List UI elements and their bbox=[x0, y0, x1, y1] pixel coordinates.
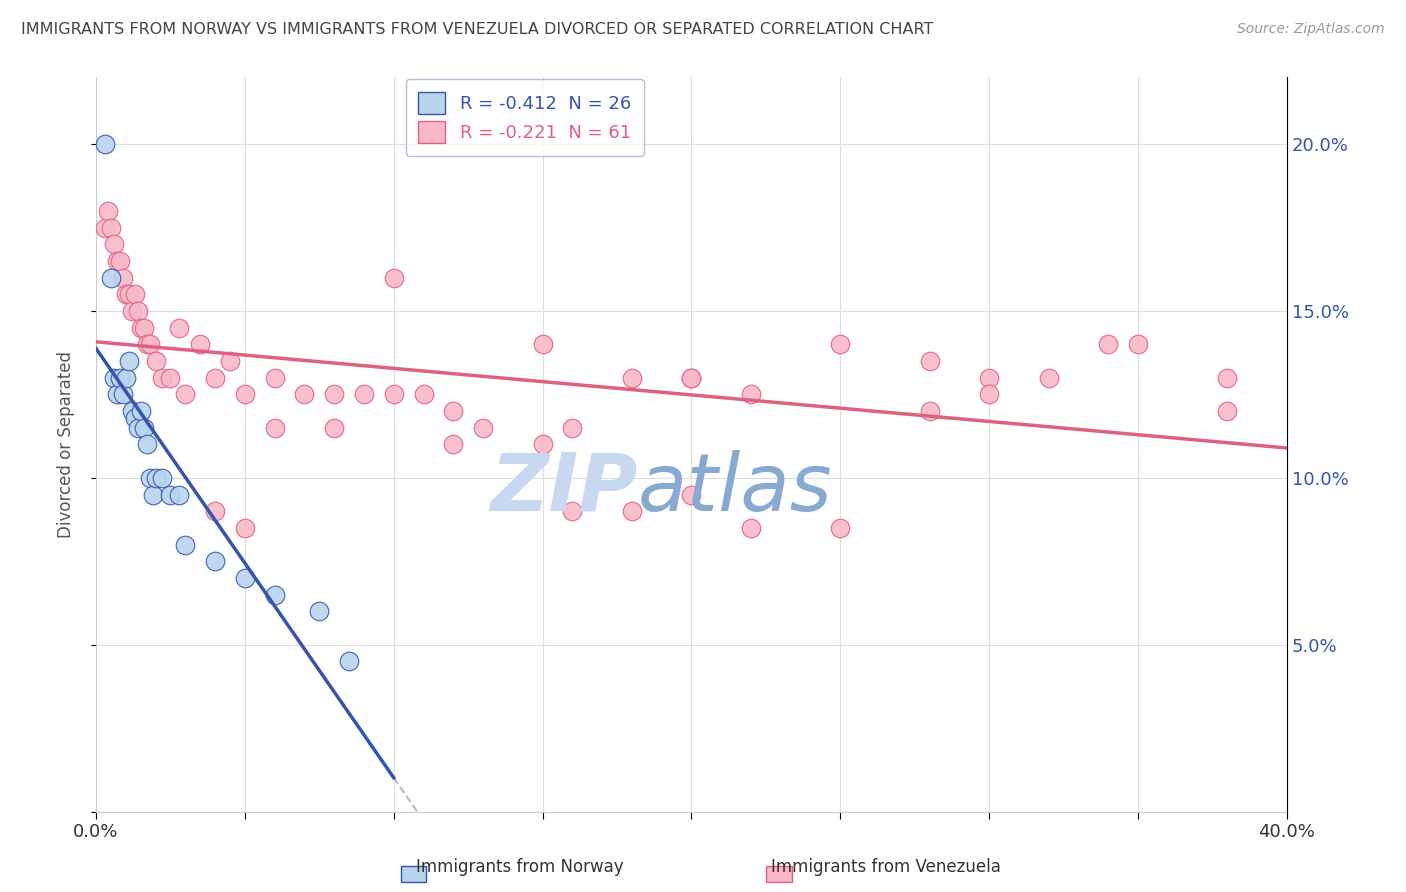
Point bbox=[100, 270, 122, 285]
Point bbox=[441, 404, 464, 418]
Point bbox=[561, 504, 583, 518]
Point bbox=[114, 370, 136, 384]
Point bbox=[135, 337, 157, 351]
Point bbox=[681, 370, 703, 384]
Point bbox=[830, 337, 852, 351]
Point bbox=[233, 571, 256, 585]
Point bbox=[129, 320, 152, 334]
Point bbox=[979, 370, 1001, 384]
Text: IMMIGRANTS FROM NORWAY VS IMMIGRANTS FROM VENEZUELA DIVORCED OR SEPARATED CORREL: IMMIGRANTS FROM NORWAY VS IMMIGRANTS FRO… bbox=[21, 22, 934, 37]
Point bbox=[94, 220, 117, 235]
Point bbox=[561, 421, 583, 435]
Point bbox=[382, 387, 405, 401]
Point bbox=[124, 410, 146, 425]
Point bbox=[169, 487, 191, 501]
Point bbox=[103, 370, 125, 384]
Point bbox=[353, 387, 375, 401]
Point bbox=[108, 370, 131, 384]
Point bbox=[127, 421, 149, 435]
Point bbox=[97, 203, 120, 218]
Point bbox=[263, 588, 285, 602]
Point bbox=[108, 254, 131, 268]
Point bbox=[114, 287, 136, 301]
Point bbox=[323, 421, 346, 435]
Point bbox=[412, 387, 434, 401]
Point bbox=[103, 237, 125, 252]
Text: Immigrants from Norway: Immigrants from Norway bbox=[416, 858, 624, 876]
Point bbox=[135, 437, 157, 451]
Point bbox=[1216, 404, 1239, 418]
Point bbox=[138, 337, 160, 351]
Point bbox=[174, 387, 197, 401]
Point bbox=[263, 370, 285, 384]
Point bbox=[124, 287, 146, 301]
Point bbox=[681, 487, 703, 501]
Point bbox=[204, 370, 226, 384]
Point bbox=[129, 404, 152, 418]
Point bbox=[620, 504, 643, 518]
Point bbox=[169, 320, 191, 334]
Point bbox=[337, 654, 360, 668]
Point bbox=[531, 437, 554, 451]
Text: Immigrants from Venezuela: Immigrants from Venezuela bbox=[770, 858, 1001, 876]
Point bbox=[127, 304, 149, 318]
Point bbox=[918, 354, 941, 368]
Point bbox=[918, 404, 941, 418]
Point bbox=[233, 387, 256, 401]
Point bbox=[159, 370, 181, 384]
Point bbox=[105, 387, 128, 401]
Point bbox=[740, 387, 762, 401]
Text: Source: ZipAtlas.com: Source: ZipAtlas.com bbox=[1237, 22, 1385, 37]
Point bbox=[620, 370, 643, 384]
Text: ZIP: ZIP bbox=[491, 450, 638, 527]
Point bbox=[138, 471, 160, 485]
Point bbox=[118, 287, 141, 301]
Point bbox=[308, 604, 330, 618]
Legend: R = -0.412  N = 26, R = -0.221  N = 61: R = -0.412 N = 26, R = -0.221 N = 61 bbox=[406, 79, 644, 156]
Point bbox=[1216, 370, 1239, 384]
Point bbox=[531, 337, 554, 351]
Point bbox=[118, 354, 141, 368]
Point bbox=[323, 387, 346, 401]
Point bbox=[100, 220, 122, 235]
Point bbox=[132, 421, 155, 435]
Point bbox=[159, 487, 181, 501]
Point bbox=[1097, 337, 1119, 351]
Text: atlas: atlas bbox=[638, 450, 832, 527]
Y-axis label: Divorced or Separated: Divorced or Separated bbox=[58, 351, 75, 538]
Point bbox=[979, 387, 1001, 401]
Point bbox=[472, 421, 495, 435]
Point bbox=[121, 304, 143, 318]
Point bbox=[150, 471, 173, 485]
Point bbox=[111, 270, 134, 285]
Point bbox=[121, 404, 143, 418]
Point bbox=[111, 387, 134, 401]
Point bbox=[174, 538, 197, 552]
Point bbox=[740, 521, 762, 535]
Point bbox=[830, 521, 852, 535]
Point bbox=[263, 421, 285, 435]
Point bbox=[1038, 370, 1060, 384]
Point bbox=[145, 354, 167, 368]
Point bbox=[681, 370, 703, 384]
Point bbox=[142, 487, 165, 501]
Point bbox=[233, 521, 256, 535]
Point bbox=[219, 354, 242, 368]
Point bbox=[204, 554, 226, 568]
Point bbox=[188, 337, 211, 351]
Point bbox=[145, 471, 167, 485]
Point bbox=[94, 137, 117, 152]
Point bbox=[441, 437, 464, 451]
Point bbox=[204, 504, 226, 518]
Point bbox=[1126, 337, 1149, 351]
Point bbox=[382, 270, 405, 285]
Point bbox=[105, 254, 128, 268]
Point bbox=[150, 370, 173, 384]
Point bbox=[132, 320, 155, 334]
Point bbox=[294, 387, 316, 401]
